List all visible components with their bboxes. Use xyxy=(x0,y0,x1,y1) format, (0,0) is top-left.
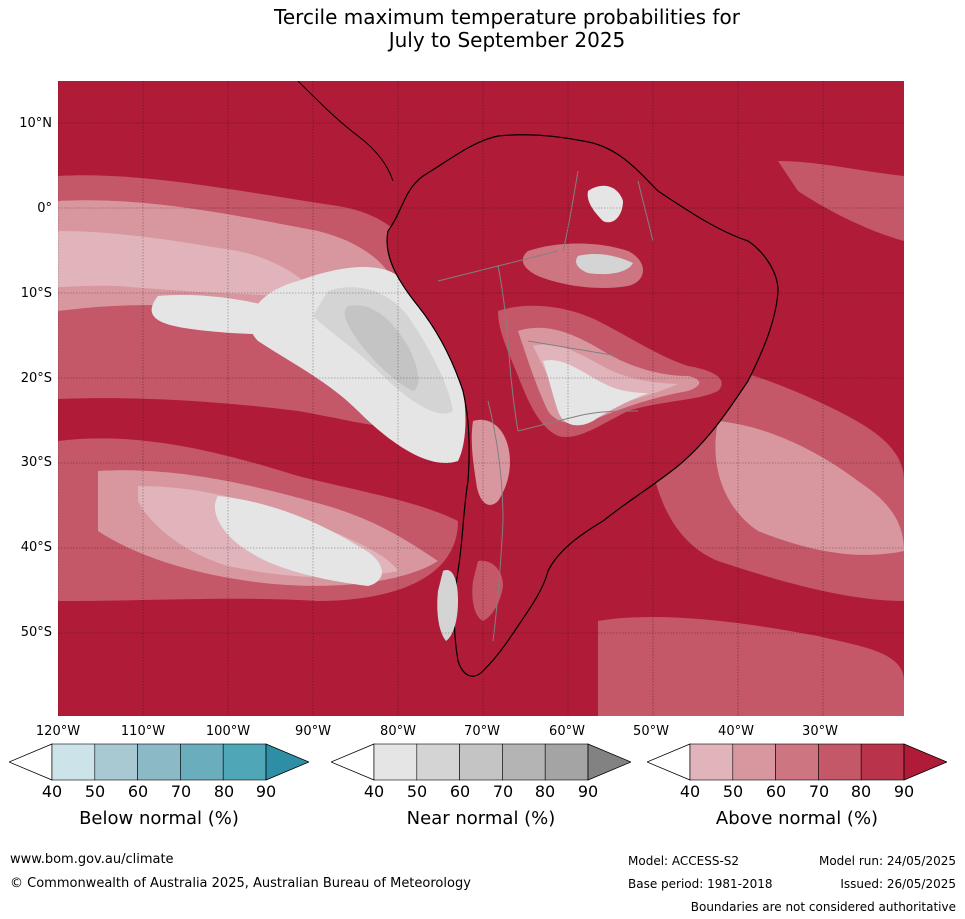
below-colorbar-cell xyxy=(137,743,181,781)
lon-label-70w: 70°W xyxy=(464,724,500,739)
model-name: Model: ACCESS-S2 xyxy=(628,854,740,868)
near-tick-60: 60 xyxy=(449,782,471,801)
above-colorbar-cell xyxy=(689,743,734,781)
above-tick-80: 80 xyxy=(850,782,872,801)
website-link[interactable]: www.bom.gov.au/climate xyxy=(10,852,174,867)
near-colorbar-cell xyxy=(502,743,546,781)
lon-label-60w: 60°W xyxy=(549,724,585,739)
copyright-notice: © Commonwealth of Australia 2025, Austra… xyxy=(10,876,471,891)
below-colorbar-cell xyxy=(51,743,96,781)
lon-label-110w: 110°W xyxy=(120,724,166,739)
probability-map xyxy=(58,81,904,716)
lon-label-50w: 50°W xyxy=(633,724,669,739)
near-tick-50: 50 xyxy=(406,782,428,801)
boundaries-disclaimer: Boundaries are not considered authoritat… xyxy=(690,900,956,914)
below-tick-40: 40 xyxy=(41,782,63,801)
lon-label-40w: 40°W xyxy=(718,724,754,739)
above-colorbar-cell xyxy=(818,743,862,781)
below-colorbar-cell xyxy=(180,743,224,781)
near-tick-40: 40 xyxy=(363,782,385,801)
model-run-date: Model run: 24/05/2025 xyxy=(818,854,956,868)
near-tick-70: 70 xyxy=(492,782,514,801)
above-colorbar-cell xyxy=(732,743,776,781)
near-tick-80: 80 xyxy=(534,782,556,801)
colorbar-above-normal xyxy=(647,743,947,781)
near-colorbar-end xyxy=(587,743,631,781)
below-colorbar-end xyxy=(265,743,309,781)
base-period: Base period: 1981-2018 xyxy=(628,877,773,891)
lat-label-50s: 50°S xyxy=(20,625,52,640)
colorbar-below-normal xyxy=(9,743,309,781)
below-normal-label: Below normal (%) xyxy=(79,808,239,829)
below-tick-80: 80 xyxy=(213,782,235,801)
above-tick-70: 70 xyxy=(808,782,830,801)
lat-label-10n: 10°N xyxy=(19,116,52,131)
near-normal-region xyxy=(151,266,466,586)
lon-label-100w: 100°W xyxy=(205,724,251,739)
lat-label-0: 0° xyxy=(37,201,52,216)
lat-label-20s: 20°S xyxy=(20,371,52,386)
below-tick-90: 90 xyxy=(255,782,277,801)
south-america-landmass xyxy=(386,134,779,677)
near-colorbar-cell xyxy=(459,743,503,781)
issued-date: Issued: 26/05/2025 xyxy=(840,877,956,891)
below-colorbar-cell xyxy=(94,743,138,781)
near-tick-90: 90 xyxy=(577,782,599,801)
lon-label-80w: 80°W xyxy=(380,724,416,739)
near-colorbar-cell xyxy=(373,743,418,781)
lat-label-40s: 40°S xyxy=(20,540,52,555)
above-colorbar-cell xyxy=(860,743,905,781)
lon-label-120w: 120°W xyxy=(35,724,81,739)
map-canvas xyxy=(58,81,904,716)
below-tick-60: 60 xyxy=(127,782,149,801)
colorbar-near-normal xyxy=(331,743,631,781)
near-colorbar-cell xyxy=(544,743,589,781)
below-tick-70: 70 xyxy=(170,782,192,801)
country-borders xyxy=(437,170,654,642)
central-america-coastline xyxy=(297,81,394,182)
lat-label-10s: 10°S xyxy=(20,286,52,301)
map-title-line2: July to September 2025 xyxy=(388,28,626,52)
below-colorbar-cell xyxy=(222,743,267,781)
above-colorbar-end xyxy=(903,743,947,781)
above-tick-60: 60 xyxy=(765,782,787,801)
lon-label-30w: 30°W xyxy=(802,724,838,739)
above-tick-50: 50 xyxy=(722,782,744,801)
above-normal-label: Above normal (%) xyxy=(715,808,879,829)
below-tick-50: 50 xyxy=(84,782,106,801)
near-colorbar-cell xyxy=(416,743,460,781)
lon-label-90w: 90°W xyxy=(295,724,331,739)
map-title-line1: Tercile maximum temperature probabilitie… xyxy=(274,5,740,29)
above-tick-90: 90 xyxy=(893,782,915,801)
above-colorbar-cell xyxy=(775,743,819,781)
graticule xyxy=(58,81,904,716)
above-tick-40: 40 xyxy=(679,782,701,801)
near-normal-label: Near normal (%) xyxy=(406,808,556,829)
lat-label-30s: 30°S xyxy=(20,455,52,470)
